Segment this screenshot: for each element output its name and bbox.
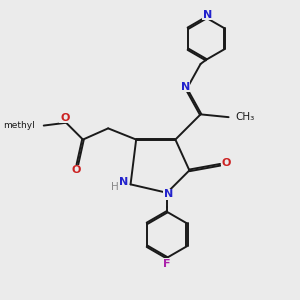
Text: CH₃: CH₃ [236,112,255,122]
Text: methyl: methyl [4,121,35,130]
Text: H: H [111,182,119,192]
Text: N: N [119,177,128,187]
Text: N: N [203,10,212,20]
Text: N: N [164,189,173,199]
Text: O: O [60,113,69,123]
Text: O: O [71,165,81,176]
Text: N: N [181,82,190,92]
Text: F: F [163,259,171,269]
Text: O: O [222,158,231,168]
